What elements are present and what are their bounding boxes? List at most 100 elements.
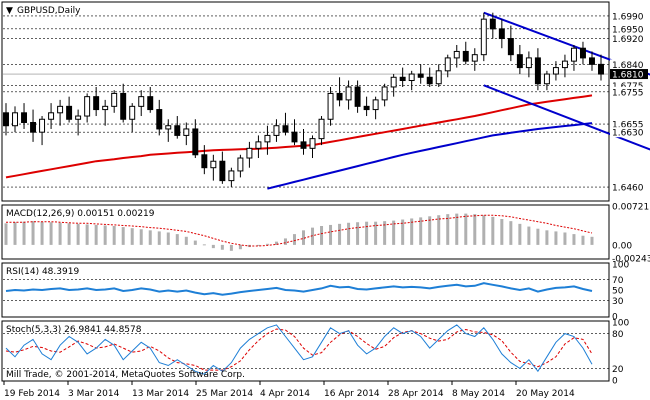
macd-histogram-bar — [536, 228, 540, 245]
macd-histogram-bar — [229, 244, 233, 251]
rsi-tick-label: 30 — [612, 297, 624, 307]
price-label-box — [610, 59, 648, 70]
price-panel-title: GBPUSD,Daily — [17, 6, 81, 16]
price-tick-label: 1.6810 — [612, 71, 644, 81]
macd-histogram-bar — [338, 223, 342, 245]
price-tick-label: 1.6920 — [612, 35, 644, 45]
bullish-candle — [453, 50, 460, 59]
time-axis-label: 25 Mar 2014 — [196, 389, 253, 399]
macd-histogram-bar — [94, 224, 98, 245]
time-axis-label: 8 May 2014 — [452, 389, 505, 399]
price-label-box — [610, 33, 648, 44]
bearish-candle — [282, 125, 289, 133]
macd-panel: 0.00721 0.00 -0.00243 MACD(12,26,9) 0.0015… — [1, 203, 650, 265]
time-axis-label: 13 Mar 2014 — [132, 389, 189, 399]
bullish-candle — [48, 112, 55, 120]
macd-histogram-bar — [166, 232, 170, 245]
macd-histogram-bar — [292, 234, 296, 245]
bearish-candle — [336, 92, 343, 101]
macd-histogram-bar — [482, 215, 486, 245]
bullish-candle — [480, 18, 487, 56]
macd-histogram-bar — [383, 221, 387, 245]
price-tick-label: 1.6990 — [612, 12, 644, 22]
price-axis-labels: 1.69901.69501.69201.68401.68101.67751.67… — [610, 10, 648, 194]
macd-histogram-bar — [283, 238, 287, 245]
bearish-candle — [201, 154, 208, 169]
macd-histogram-bar — [590, 236, 594, 245]
stoch-signal-line — [5, 328, 593, 371]
bearish-candle — [21, 112, 28, 123]
stoch-main-line — [5, 324, 593, 375]
bullish-candle — [345, 86, 352, 101]
bearish-candle — [3, 112, 9, 127]
macd-histogram-bar — [464, 213, 468, 245]
macd-histogram-bar — [401, 219, 405, 245]
price-tick-label: 1.6630 — [612, 129, 644, 139]
bearish-candle — [589, 57, 595, 65]
bearish-candle — [399, 76, 406, 82]
macd-histogram-bar — [157, 231, 161, 245]
price-tick-label: 1.6460 — [612, 184, 644, 194]
macd-histogram-bar — [4, 223, 8, 245]
macd-histogram-bar — [112, 226, 116, 245]
price-tick-label: 1.6840 — [612, 61, 644, 71]
bullish-candle — [210, 160, 217, 169]
bullish-candle — [129, 105, 136, 120]
bullish-candle — [525, 57, 532, 69]
bullish-candle — [84, 96, 91, 117]
macd-histogram-bar — [274, 241, 278, 245]
bearish-candle — [30, 121, 37, 133]
bearish-candle — [147, 96, 154, 111]
bullish-candle — [309, 138, 316, 149]
macd-histogram-bar — [491, 216, 495, 245]
rsi-level-lines — [3, 279, 609, 301]
stoch-panel-title: Stoch(5,3,3) 26.9841 44.8578 — [6, 325, 142, 335]
bearish-candle — [363, 105, 370, 111]
price-label-box — [610, 10, 648, 21]
bullish-candle — [237, 157, 244, 172]
price-label-box — [610, 23, 648, 34]
bullish-candle — [444, 57, 451, 72]
macd-histogram-bar — [67, 223, 71, 245]
macd-histogram-bar — [220, 244, 224, 250]
macd-histogram-bar — [374, 221, 378, 245]
macd-histogram-bar — [320, 226, 324, 245]
bullish-candle — [246, 147, 253, 159]
macd-histogram-bar — [175, 234, 179, 245]
bullish-candle — [39, 118, 46, 133]
time-axis-label: 20 May 2014 — [516, 389, 575, 399]
bearish-candle — [498, 28, 505, 40]
macd-panel-title: MACD(12,26,9) 0.00151 0.00219 — [6, 209, 155, 219]
macd-histogram-bar — [473, 214, 477, 245]
macd-histogram-bar — [202, 244, 206, 246]
bearish-candle — [507, 38, 514, 56]
bullish-candle — [552, 67, 559, 75]
bullish-candle — [111, 92, 118, 107]
rsi-panel-title: RSI(14) 48.3919 — [6, 267, 79, 277]
macd-histogram-bar — [40, 221, 44, 245]
dropdown-arrow-icon[interactable]: ▼ — [6, 6, 13, 16]
macd-histogram-bar — [581, 235, 585, 245]
macd-histogram-bar — [347, 222, 351, 245]
macd-histogram-bar — [554, 231, 558, 245]
macd-histogram-bar — [130, 228, 134, 245]
bearish-candle — [598, 63, 604, 75]
bullish-candle — [255, 141, 262, 149]
stoch-panel-frame — [1, 320, 610, 382]
bullish-candle — [102, 105, 109, 111]
macd-histogram-bar — [49, 222, 53, 245]
bearish-candle — [192, 128, 199, 156]
bullish-candle — [318, 118, 325, 140]
macd-histogram-bar — [437, 215, 441, 245]
price-tick-label: 1.6950 — [612, 25, 644, 35]
macd-panel-frame — [1, 204, 610, 260]
macd-histogram-bar — [311, 227, 315, 245]
time-axis-label: 28 Apr 2014 — [388, 389, 444, 399]
macd-histogram-bar — [103, 225, 107, 245]
price-label-box — [610, 80, 648, 91]
rsi-tick-label: 100 — [612, 261, 629, 271]
macd-histogram-bar — [563, 232, 567, 245]
bearish-candle — [417, 73, 424, 78]
